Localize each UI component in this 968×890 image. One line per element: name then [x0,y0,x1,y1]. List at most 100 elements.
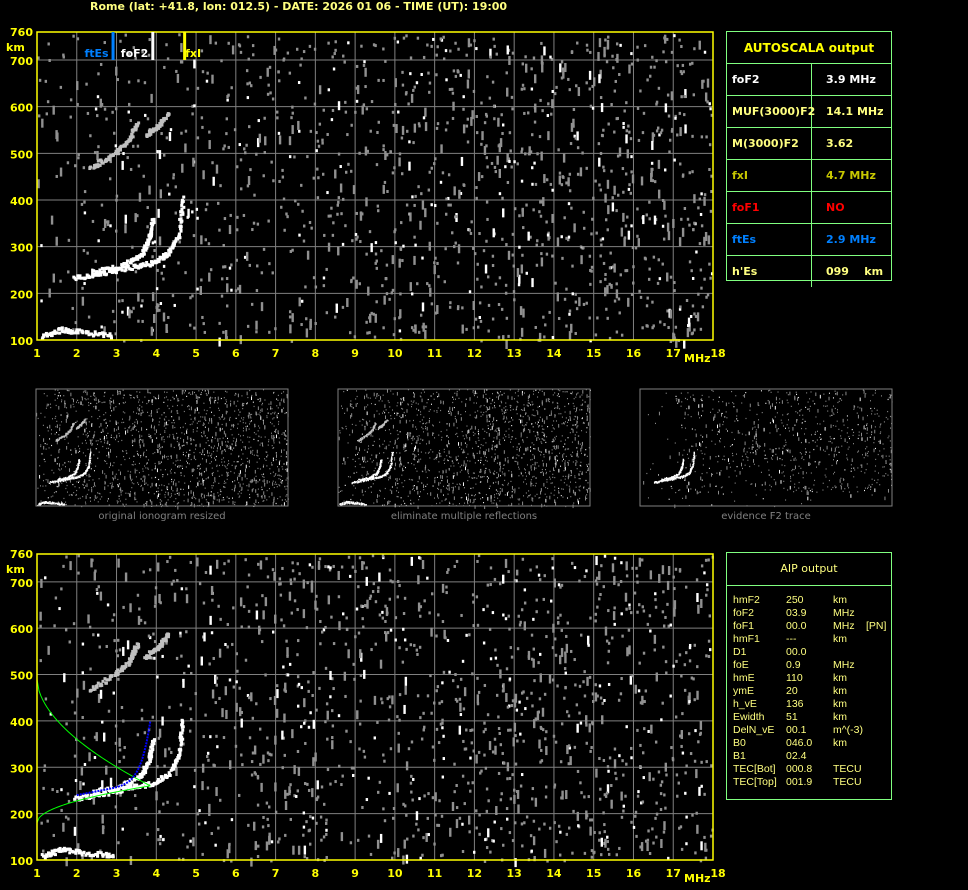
noise-echo [176,503,178,505]
noise-echo [548,456,550,461]
noise-echo [103,435,105,440]
noise-echo [158,308,161,312]
noise-echo [329,214,332,218]
noise-echo [426,282,429,286]
noise-echo [168,419,170,422]
noise-echo [379,452,380,454]
echo-trace [71,425,74,428]
noise-echo [170,411,172,413]
noise-echo [178,492,180,496]
noise-echo [253,477,255,482]
noise-echo [586,48,589,52]
noise-echo [663,323,666,327]
noise-echo [262,475,264,478]
noise-echo [147,401,149,403]
echo-trace [150,227,154,231]
echo-trace [93,330,97,334]
noise-echo [546,114,550,118]
noise-echo [257,455,259,457]
noise-echo [243,255,247,259]
echo-trace [137,121,141,125]
noise-echo [433,497,435,499]
noise-echo [214,41,218,45]
noise-echo [199,471,201,476]
noise-echo [464,442,466,444]
noise-echo [221,450,223,455]
noise-echo [286,394,288,398]
noise-echo [183,494,185,496]
echo-trace [69,430,71,432]
noise-echo [277,399,279,401]
noise-echo [204,426,206,428]
echo-trace [56,480,58,482]
noise-echo [586,465,588,467]
noise-echo [322,276,326,280]
noise-echo [388,429,390,431]
noise-echo [545,178,549,182]
noise-echo [372,435,374,437]
noise-echo [582,246,585,250]
noise-echo [655,59,658,63]
noise-echo [131,439,133,444]
noise-echo [571,474,573,476]
noise-echo [223,482,225,484]
noise-echo [536,462,538,464]
noise-echo [127,110,130,114]
noise-echo [231,424,233,426]
noise-echo [564,421,566,423]
noise-echo [688,171,691,175]
noise-echo [103,414,105,416]
noise-echo [126,306,130,316]
noise-echo [462,482,464,486]
noise-echo [122,504,124,506]
noise-echo [205,419,207,422]
echo-trace [178,227,182,231]
noise-echo [422,116,426,120]
noise-echo [527,395,529,400]
noise-echo [383,440,385,442]
noise-echo [57,389,59,392]
noise-echo [225,399,227,401]
noise-echo [250,414,251,416]
noise-echo [117,422,119,424]
noise-echo [173,500,175,503]
noise-echo [117,391,119,393]
noise-echo [467,472,469,475]
noise-echo [134,270,138,274]
noise-echo [228,463,230,465]
noise-echo [175,498,177,500]
noise-echo [151,409,153,414]
noise-echo [469,436,471,441]
noise-echo [424,466,426,471]
noise-echo [629,137,633,141]
echo-trace [59,437,61,440]
noise-echo [693,328,696,332]
noise-echo [146,206,149,210]
noise-echo [172,462,174,464]
noise-echo [466,425,468,427]
echo-trace [120,264,124,268]
noise-echo [177,412,179,414]
noise-echo [466,444,468,446]
noise-echo [167,405,169,407]
noise-echo [373,335,377,339]
noise-echo [190,502,192,504]
noise-echo [276,483,278,485]
noise-echo [101,401,103,404]
echo-trace [160,121,164,125]
noise-echo [129,474,131,478]
noise-echo [150,486,152,488]
noise-echo [558,490,560,492]
echo-trace [61,503,63,506]
noise-echo [480,443,482,446]
noise-echo [361,105,364,115]
noise-echo [112,394,114,396]
noise-echo [235,465,237,467]
noise-echo [261,495,263,499]
echo-trace [88,467,90,470]
noise-echo [345,428,347,430]
noise-echo [218,442,220,447]
noise-echo [465,327,468,331]
noise-echo [425,423,427,425]
x-tick-label: 16 [626,347,642,360]
